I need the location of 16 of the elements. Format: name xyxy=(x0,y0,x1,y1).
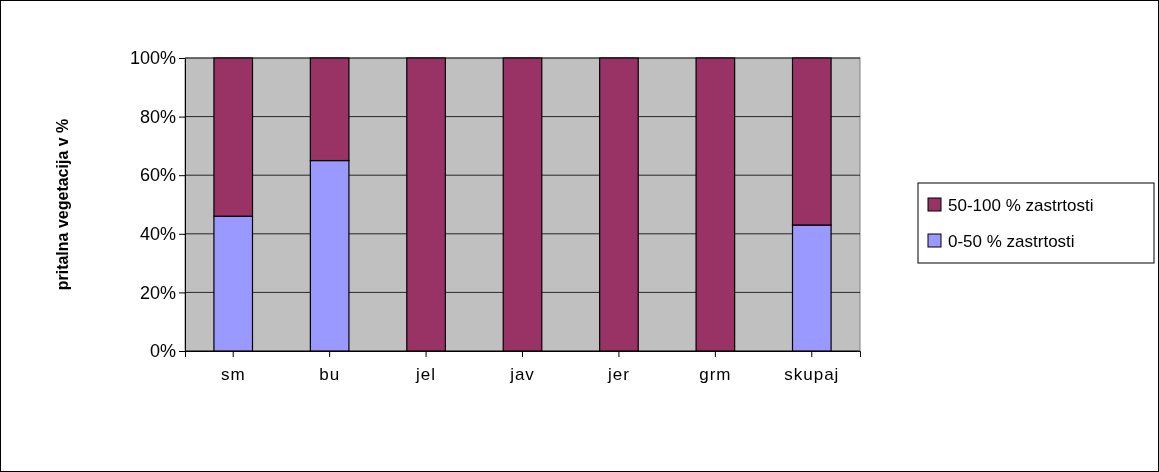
x-tick-label: jel xyxy=(415,365,437,385)
y-tick-label: 20% xyxy=(139,282,176,303)
x-tick-label: skupaj xyxy=(784,365,840,385)
y-tick-label: 0% xyxy=(149,341,176,362)
y-tick-label: 100% xyxy=(129,48,176,69)
x-tick-label: jer xyxy=(606,365,630,385)
y-tick-label: 60% xyxy=(139,165,176,186)
legend-label: 50-100 % zastrtosti xyxy=(948,196,1094,215)
x-tick-label: sm xyxy=(220,365,246,385)
y-axis-title: pritalna vegetacija v % xyxy=(54,118,71,291)
x-tick-label: jav xyxy=(509,365,535,385)
x-tick-label: grm xyxy=(699,365,732,385)
legend-label: 0-50 % zastrtosti xyxy=(948,232,1075,251)
y-tick-label: 80% xyxy=(139,106,176,127)
x-tick-label: bu xyxy=(319,365,341,385)
y-tick-label: 40% xyxy=(139,224,176,245)
